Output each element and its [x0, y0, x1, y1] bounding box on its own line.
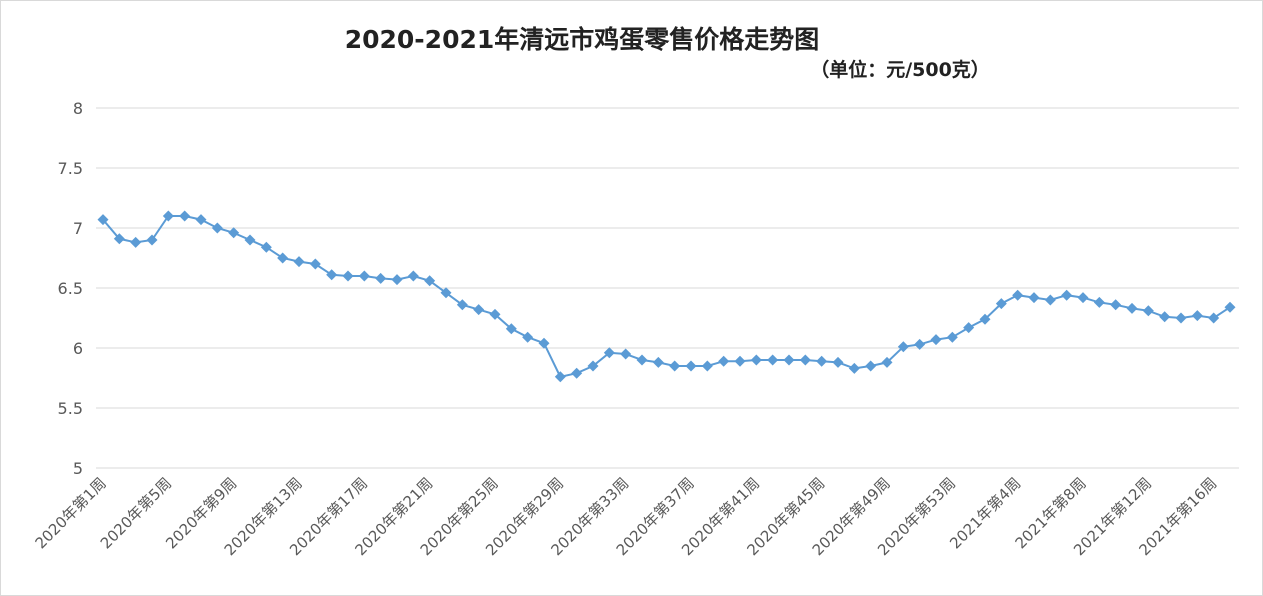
series-line [102, 215, 1231, 378]
data-point [293, 256, 305, 268]
data-point [718, 355, 730, 367]
data-point [734, 355, 746, 367]
data-point [1126, 302, 1138, 314]
data-point [228, 227, 240, 239]
y-tick-label: 6 [73, 339, 83, 358]
data-point [1093, 296, 1105, 308]
data-point [146, 234, 158, 246]
data-point [865, 360, 877, 372]
data-point [620, 348, 632, 360]
data-point [1142, 305, 1154, 317]
data-point [522, 331, 534, 343]
data-point [424, 275, 436, 287]
data-point [930, 334, 942, 346]
data-point [456, 299, 468, 311]
data-point [554, 371, 566, 383]
data-point [652, 356, 664, 368]
data-point [685, 360, 697, 372]
data-point [162, 210, 174, 222]
data-point [1061, 289, 1073, 301]
data-point [669, 360, 681, 372]
data-point [244, 234, 256, 246]
data-point [277, 252, 289, 264]
data-point [767, 354, 779, 366]
data-point [326, 269, 338, 281]
data-point [1159, 311, 1171, 323]
data-point [783, 354, 795, 366]
data-point [1208, 312, 1220, 324]
data-point [407, 270, 419, 282]
x-axis-tick-labels: 2020年第1周2020年第5周2020年第9周2020年第13周2020年第1… [32, 474, 1221, 559]
y-tick-label: 8 [73, 99, 83, 118]
data-point [211, 222, 223, 234]
data-point [995, 298, 1007, 310]
data-point [979, 313, 991, 325]
data-point [260, 241, 272, 253]
data-point [538, 337, 550, 349]
data-point [375, 272, 387, 284]
series-price [97, 210, 1236, 383]
data-point [195, 214, 207, 226]
data-point [97, 214, 109, 226]
y-tick-label: 5 [73, 459, 83, 478]
chart-subtitle: （单位：元/500克） [810, 58, 990, 81]
data-point [816, 355, 828, 367]
y-axis-tick-labels: 5 5.5 6 6.5 7 7.5 8 [58, 99, 83, 478]
data-point [897, 341, 909, 353]
data-point [473, 304, 485, 316]
data-point [914, 338, 926, 350]
data-point [358, 270, 370, 282]
data-point [1012, 289, 1024, 301]
y-tick-label: 7.5 [58, 159, 83, 178]
y-tick-label: 5.5 [58, 399, 83, 418]
data-point [587, 360, 599, 372]
data-point [1077, 292, 1089, 304]
data-point [505, 323, 517, 335]
data-point [1110, 299, 1122, 311]
data-point [750, 354, 762, 366]
y-tick-label: 6.5 [58, 279, 83, 298]
data-point [179, 210, 191, 222]
data-point [1044, 294, 1056, 306]
data-point [636, 354, 648, 366]
data-point [342, 270, 354, 282]
data-point [1028, 292, 1040, 304]
data-point [1224, 301, 1236, 313]
data-point [832, 356, 844, 368]
data-point [603, 347, 615, 359]
data-point [309, 258, 321, 270]
data-point [799, 354, 811, 366]
data-point [130, 236, 142, 248]
data-point [440, 287, 452, 299]
y-tick-label: 7 [73, 219, 83, 238]
data-point [701, 360, 713, 372]
gridlines [96, 107, 1239, 469]
data-point [571, 367, 583, 379]
data-point [489, 308, 501, 320]
chart-title: 2020-2021年清远市鸡蛋零售价格走势图 [345, 25, 820, 54]
data-point [113, 233, 125, 245]
data-point [1175, 312, 1187, 324]
data-point [848, 362, 860, 374]
data-point [1191, 310, 1203, 322]
data-point [391, 274, 403, 286]
data-point [963, 322, 975, 334]
data-point [881, 356, 893, 368]
data-point [946, 331, 958, 343]
